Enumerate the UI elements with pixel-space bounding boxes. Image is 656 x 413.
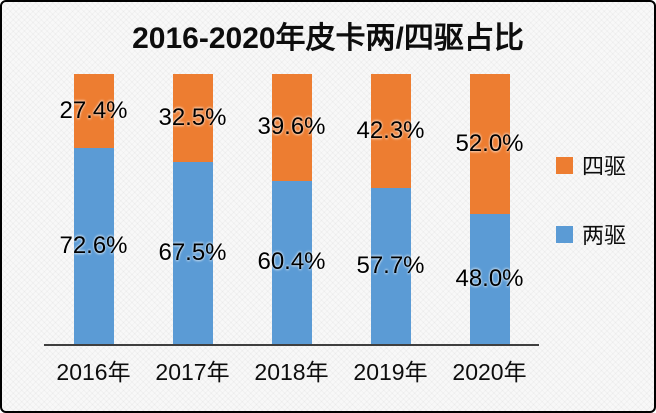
bar-segment-四驱: 52.0% [455,74,524,215]
legend-swatch-icon [556,225,573,243]
data-label: 60.4% [257,248,326,276]
x-axis-labels: 2016年 2017年 2018年 2019年 2020年 [44,353,539,387]
bar-segment-两驱: 60.4% [257,180,326,344]
stacked-bar: 52.0% 48.0% [455,74,524,344]
legend-label: 两驱 [582,223,627,248]
bar-slot: 52.0% 48.0% [440,74,539,344]
data-label: 39.6% [257,113,326,141]
bar-segment-四驱: 27.4% [59,74,128,148]
bar-segment-两驱: 72.6% [59,147,128,344]
chart-title: 2016-2020年皮卡两/四驱占比 [132,22,524,55]
stacked-bar: 27.4% 72.6% [59,74,128,344]
data-label: 52.0% [455,130,524,158]
data-label: 48.0% [455,265,524,293]
data-label: 32.5% [158,103,227,131]
stacked-bar: 39.6% 60.4% [257,74,326,344]
legend-item-四驱: 四驱 [556,149,626,181]
data-label: 27.4% [59,96,128,124]
stacked-bar: 32.5% 67.5% [158,74,227,344]
bar-segment-两驱: 57.7% [356,188,425,344]
x-axis-label: 2017年 [155,359,230,385]
x-axis-label: 2020年 [452,359,527,385]
data-label: 67.5% [158,238,227,266]
bar-slot: 32.5% 67.5% [143,74,242,344]
x-axis-label: 2018年 [254,359,329,385]
bar-segment-两驱: 67.5% [158,161,227,344]
legend-label: 四驱 [582,154,627,179]
data-label: 42.3% [356,117,425,145]
x-axis-label: 2016年 [56,359,131,385]
legend-swatch-icon [556,156,573,174]
bar-segment-四驱: 39.6% [257,74,326,181]
bar-segment-四驱: 42.3% [356,74,425,189]
bar-slot: 39.6% 60.4% [242,74,341,344]
plot-area: 27.4% 72.6% 32.5% 67.5% 39.6% 60.4% 42.3% 57.7%… [44,74,539,346]
bar-segment-两驱: 48.0% [455,214,524,344]
x-axis-label: 2019年 [353,359,428,385]
stacked-bar: 42.3% 57.7% [356,74,425,344]
legend: 四驱 两驱 [556,149,626,250]
bar-slot: 42.3% 57.7% [341,74,440,344]
bar-segment-四驱: 32.5% [158,74,227,162]
legend-item-两驱: 两驱 [556,218,626,250]
data-label: 57.7% [356,252,425,280]
data-label: 72.6% [59,231,128,259]
bar-slot: 27.4% 72.6% [44,74,143,344]
